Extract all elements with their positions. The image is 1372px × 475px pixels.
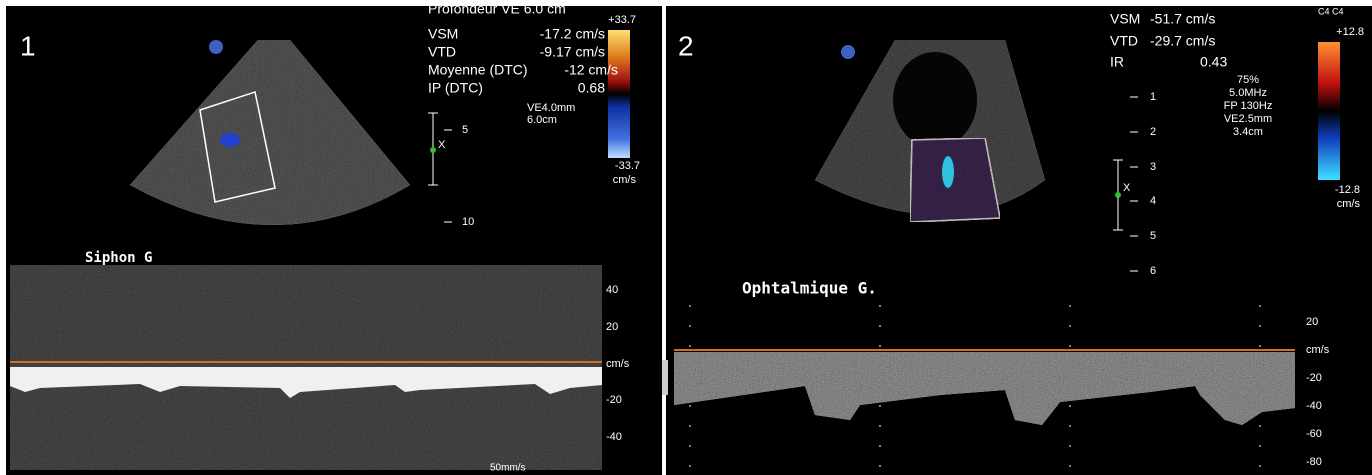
probe-marker [209, 40, 223, 54]
measure-label: VTD [1110, 33, 1138, 49]
depth-tick: 4 [1150, 195, 1156, 207]
figure: 1 Profondeur VE 6.0 cm VSM -17.2 cm/s VT… [0, 0, 1372, 475]
probe-info: VE2.5mm [1224, 113, 1272, 125]
measure-value: -12 cm/s [564, 62, 618, 78]
spectrum-tick: -20 [606, 394, 622, 406]
sweep-speed: 50mm/s [490, 463, 526, 474]
scroll-marker [662, 360, 668, 395]
depth-tick: 5 [1150, 230, 1156, 242]
color-box [910, 138, 1000, 222]
color-flow [942, 156, 954, 188]
spectrum-tick: -20 [1306, 372, 1322, 384]
measure-label: VSM [1110, 11, 1140, 27]
color-scale-unit: cm/s [613, 174, 637, 186]
depth-tick: 1 [1150, 91, 1156, 103]
spectrum-tick: cm/s [606, 358, 630, 370]
probe-info: 5.0MHz [1229, 87, 1267, 99]
spectrum-title: Ophtalmique G. [742, 279, 877, 298]
spectrum-tick: 20 [606, 321, 618, 333]
measure-label: IP (DTC) [428, 80, 483, 96]
color-flow [220, 133, 240, 147]
color-bar [608, 30, 630, 158]
panel-2: 2 VSM -51.7 cm/s VTD -29.7 cm/s IR 0.43 … [662, 6, 1372, 475]
probe-info: 3.4cm [1233, 126, 1263, 138]
measure-label: VTD [428, 44, 456, 60]
spectrum-tick: 40 [606, 284, 618, 296]
spectrum-tick: -80 [1306, 456, 1322, 468]
color-scale-min: -12.8 [1335, 184, 1360, 196]
panel-1: 1 Profondeur VE 6.0 cm VSM -17.2 cm/s VT… [6, 1, 662, 475]
depth-tick: 10 [462, 216, 474, 228]
gate-marker [1115, 192, 1121, 198]
spectrum-tick: cm/s [1306, 344, 1330, 356]
probe-info: 6.0cm [527, 114, 557, 126]
depth-tick: 5 [462, 124, 468, 136]
color-scale-min: -33.7 [615, 160, 640, 172]
probe-label: C4 C4 [1318, 6, 1344, 16]
measure-label: Moyenne (DTC) [428, 62, 528, 78]
measure-value: -17.2 cm/s [540, 26, 605, 42]
probe-info: 75% [1237, 74, 1259, 86]
probe-info: FP 130Hz [1224, 100, 1273, 112]
measure-value: -9.17 cm/s [540, 44, 605, 60]
depth-tick: 2 [1150, 126, 1156, 138]
globe [893, 52, 977, 148]
spectrum-tick: -40 [606, 431, 622, 443]
probe-marker [841, 45, 855, 59]
depth-tick: 6 [1150, 265, 1156, 277]
measure-value: -51.7 cm/s [1150, 11, 1215, 27]
color-scale-max: +33.7 [608, 14, 636, 26]
measure-label: VSM [428, 26, 458, 42]
depth-tick: 3 [1150, 161, 1156, 173]
spectrum-tick: -40 [1306, 400, 1322, 412]
gate-label: X [438, 139, 446, 151]
panel-number: 1 [20, 30, 36, 61]
measure-label: IR [1110, 54, 1124, 70]
header: Profondeur VE 6.0 cm [428, 1, 566, 17]
probe-info: VE4.0mm [527, 102, 575, 114]
measure-value: 0.68 [578, 80, 605, 96]
color-bar [1318, 42, 1340, 180]
spectrum-tick: -60 [1306, 428, 1322, 440]
spectrum-title: Siphon G [85, 250, 152, 266]
panel-number: 2 [678, 30, 694, 61]
spectrum-tick: 20 [1306, 316, 1318, 328]
measure-value: -29.7 cm/s [1150, 33, 1215, 49]
color-scale-unit: cm/s [1337, 198, 1361, 210]
measure-value: 0.43 [1200, 54, 1227, 70]
color-scale-max: +12.8 [1336, 26, 1364, 38]
gate-label: X [1123, 182, 1131, 194]
gate-marker [430, 147, 436, 153]
